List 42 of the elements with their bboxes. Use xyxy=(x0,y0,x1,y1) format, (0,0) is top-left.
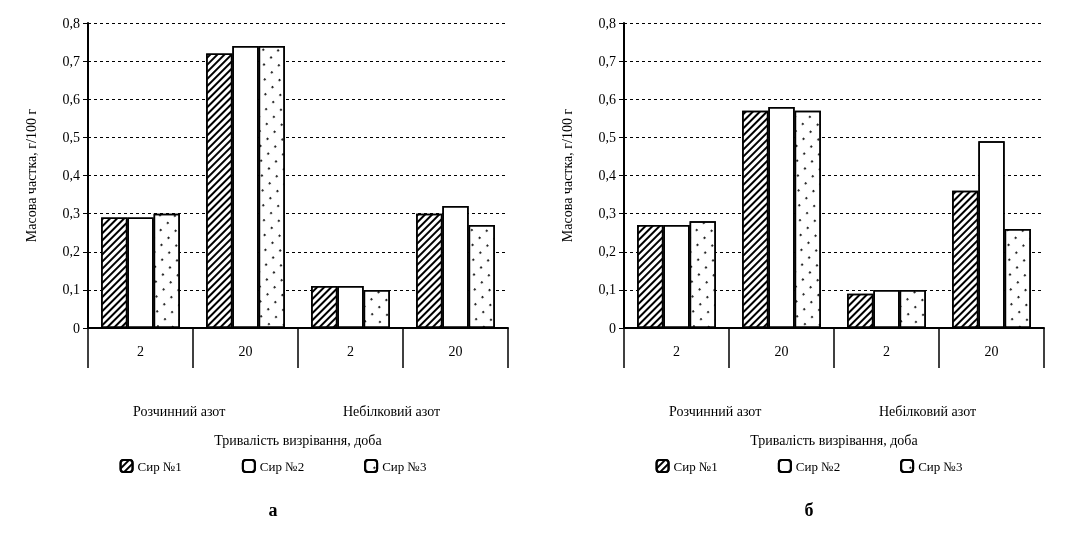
x-tick-label: 2 xyxy=(673,343,680,359)
y-tick-label: 0,1 xyxy=(598,282,616,298)
x-axis-title: Тривалість визрівання, доба xyxy=(214,432,383,448)
x-tick-label: 20 xyxy=(448,343,463,359)
legend-label: Сир №1 xyxy=(137,458,182,474)
x-tick-label: 2 xyxy=(883,343,890,359)
x-axis-title: Тривалість визрівання, доба xyxy=(750,432,919,448)
y-tick-label: 0 xyxy=(73,320,80,336)
y-tick-label: 0,3 xyxy=(598,206,616,222)
x-tick-label: 2 xyxy=(137,343,144,359)
y-tick-label: 0,4 xyxy=(62,168,80,183)
legend-label: Сир №2 xyxy=(259,458,305,474)
y-tick-label: 0,6 xyxy=(598,91,616,107)
y-axis-title: Масова частка, г/100 г xyxy=(559,108,575,243)
legend-label: Сир №2 xyxy=(795,458,841,474)
x-tick-label: 20 xyxy=(238,343,253,359)
y-tick-label: 0,5 xyxy=(62,129,80,145)
y-tick-label: 0,7 xyxy=(62,53,80,69)
y-tick-label: 0,2 xyxy=(598,244,616,260)
text: Небілковий азот xyxy=(879,403,977,419)
legend-label: Сир №1 xyxy=(673,458,718,474)
text: Небілковий азот xyxy=(343,403,441,419)
y-tick-label: 0,8 xyxy=(598,15,616,31)
x-tick-label: 2 xyxy=(347,343,354,359)
text: Розчинний азот xyxy=(133,403,226,419)
y-axis-title: Масова частка, г/100 г xyxy=(23,108,39,243)
y-tick-label: 0 xyxy=(609,320,616,336)
text: б xyxy=(804,500,814,520)
text: Розчинний азот xyxy=(669,403,762,419)
legend-label: Сир №3 xyxy=(918,458,963,474)
legend-label: Сир №3 xyxy=(382,458,427,474)
y-tick-label: 0,3 xyxy=(62,206,80,222)
y-tick-label: 0,5 xyxy=(598,129,616,145)
y-tick-label: 0,7 xyxy=(598,53,616,69)
y-tick-label: 0,2 xyxy=(62,244,80,260)
x-tick-label: 20 xyxy=(984,343,999,359)
text: а xyxy=(268,500,278,520)
y-tick-label: 0,6 xyxy=(62,91,80,107)
y-tick-label: 0,4 xyxy=(598,168,616,183)
y-tick-label: 0,1 xyxy=(62,282,80,298)
y-tick-label: 0,8 xyxy=(62,15,80,31)
x-tick-label: 20 xyxy=(774,343,789,359)
